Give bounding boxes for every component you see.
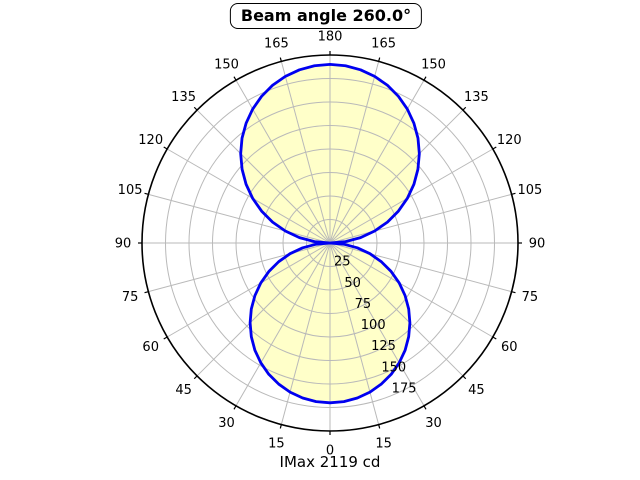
grid-spoke (166, 242, 331, 338)
angular-tick-label: 30 (425, 416, 442, 431)
grid-spoke (329, 242, 512, 293)
radial-tick-label: 75 (355, 297, 372, 312)
angular-tick-label: 165 (264, 37, 289, 52)
radial-tick-label: 175 (392, 381, 417, 396)
imax-label: IMax 2119 cd (279, 453, 381, 471)
grid-spoke (329, 242, 464, 377)
grid-spoke (329, 242, 494, 338)
grid-spoke (329, 79, 425, 244)
grid-spoke (235, 79, 331, 244)
grid-spoke (329, 242, 425, 407)
angular-tick-label: 90 (529, 237, 546, 252)
angular-tick-label: 105 (517, 183, 542, 198)
radial-tick-label: 25 (334, 255, 351, 270)
grid-spoke (280, 61, 331, 244)
grid-spoke (280, 242, 331, 425)
angular-tick-label: 30 (218, 416, 235, 431)
angular-tick-label: 120 (497, 133, 522, 148)
angular-tick-label: 150 (214, 57, 239, 72)
angular-tick-label: 135 (171, 90, 196, 105)
angular-tick-label: 135 (464, 90, 489, 105)
angular-tick-label: 120 (138, 133, 163, 148)
beam-curve (239, 63, 421, 405)
outer-circle (141, 54, 519, 432)
angular-tick-label: 45 (175, 383, 192, 398)
angular-tick-label: 15 (268, 436, 285, 451)
angular-tick-label: 165 (371, 37, 396, 52)
radial-tick-label: 125 (371, 339, 396, 354)
angular-tick-label: 180 (318, 30, 343, 45)
radial-tick-label: 150 (381, 360, 406, 375)
grid-spoke (329, 242, 380, 425)
angular-tick-label: 15 (375, 436, 392, 451)
angular-tick-label: 75 (522, 290, 539, 305)
grid-spoke (329, 109, 464, 244)
angular-tick-label: 45 (468, 383, 485, 398)
grid-spoke (148, 242, 331, 293)
angular-tick-label: 75 (122, 290, 139, 305)
grid-spoke (148, 193, 331, 244)
angular-tick-label: 60 (142, 340, 159, 355)
angular-tick-label: 150 (421, 57, 446, 72)
radial-tick-label: 100 (361, 318, 386, 333)
grid-spoke (235, 242, 331, 407)
grid-spoke (196, 109, 331, 244)
radial-tick-label: 50 (344, 276, 361, 291)
chart-title: Beam angle 260.0° (229, 3, 423, 29)
grid-spoke (166, 148, 331, 244)
angular-tick-label: 60 (501, 340, 518, 355)
grid-spoke (329, 148, 494, 244)
grid-spoke (329, 61, 380, 244)
angular-tick-label: 0 (326, 444, 334, 459)
angular-tick-label: 105 (118, 183, 143, 198)
grid-spoke (196, 242, 331, 377)
angular-tick-label: 90 (115, 237, 132, 252)
grid-spoke (329, 193, 512, 244)
